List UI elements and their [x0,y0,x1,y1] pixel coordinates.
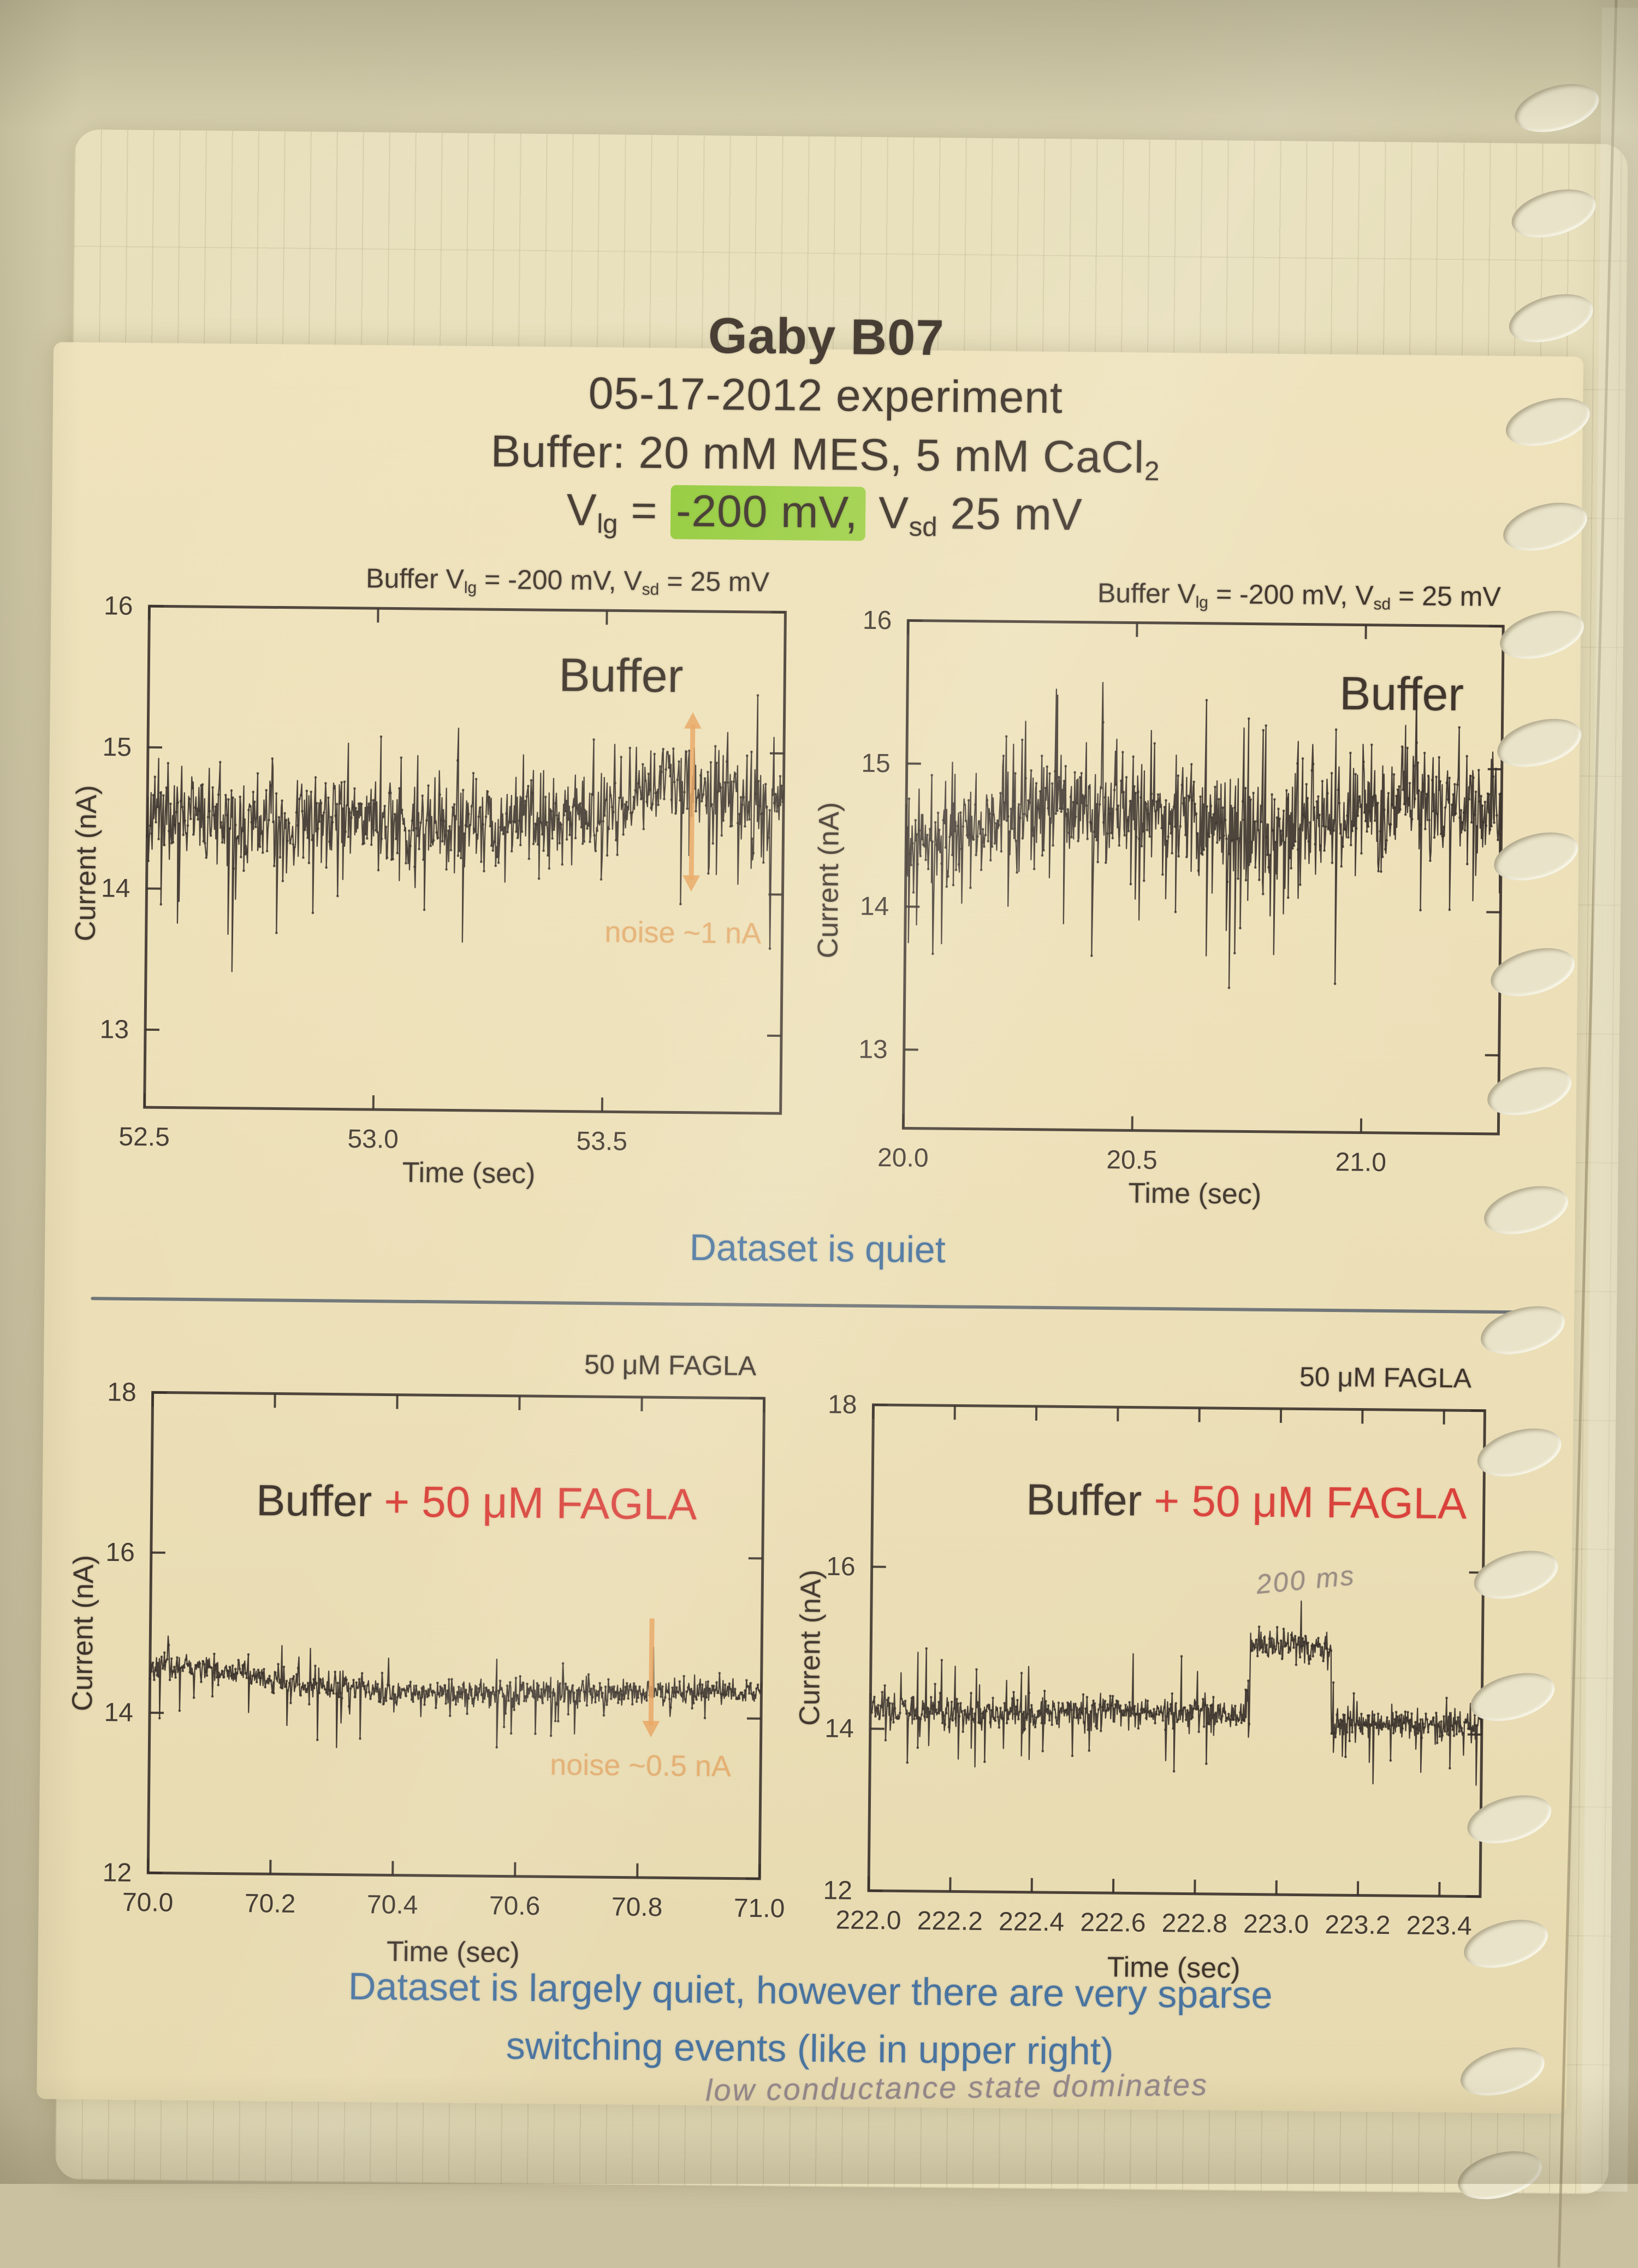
binder-hole [1495,602,1590,667]
binder-hole [1479,1178,1574,1243]
binder-hole [1504,286,1599,351]
binder-hole [1500,389,1595,454]
binder-hole [1455,2039,1550,2104]
page-rotation-wrapper: Gaby B07 05-17-2012 experiment Buffer: 2… [0,0,1638,2192]
binder-hole [1458,1911,1553,1976]
binder-hole [1509,75,1604,140]
binder-hole [1465,1665,1560,1730]
binder-hole [1498,494,1593,559]
binder-hole [1482,1059,1577,1124]
binder-hole [1469,1542,1564,1607]
photo-of-lab-notebook-page: { "page": { "header": { "title": "Gaby B… [0,0,1638,2184]
binder-hole [1472,1420,1567,1485]
binder-hole [1462,1787,1557,1852]
binder-hole [1506,181,1601,246]
binder-hole [1492,710,1587,775]
binder-hole [1475,1298,1570,1363]
binder-hole [1486,940,1581,1005]
binder-hole [1452,2142,1547,2207]
binder-holes-column [0,0,1638,2192]
binder-hole [1488,824,1583,889]
